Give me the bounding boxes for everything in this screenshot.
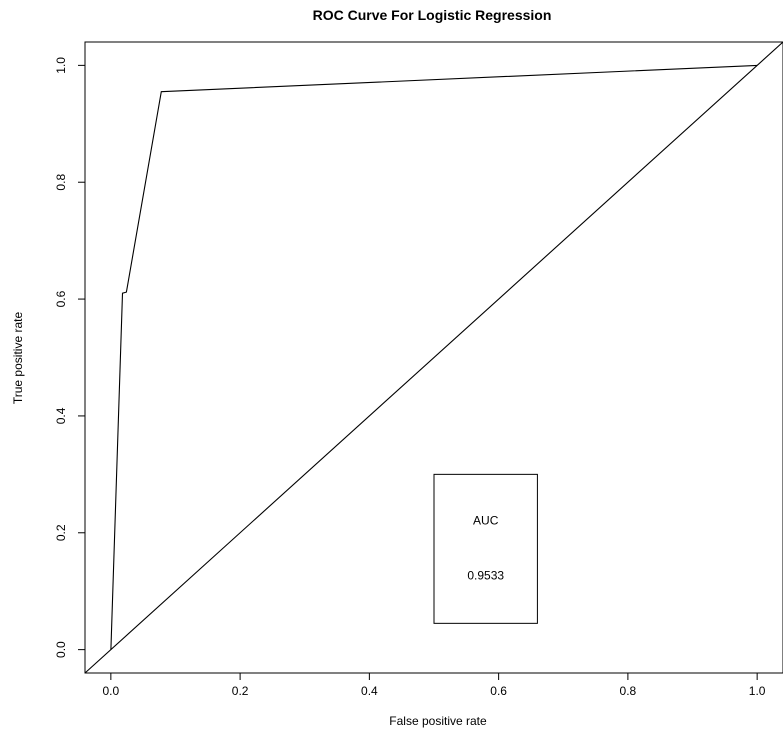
x-tick-label: 0.8: [620, 684, 637, 698]
y-tick-label: 1.0: [54, 57, 68, 74]
auc-value: 0.9533: [467, 568, 504, 582]
x-tick-label: 0.0: [103, 684, 120, 698]
x-axis-label: False positive rate: [389, 714, 487, 728]
y-tick-label: 0.4: [54, 407, 68, 424]
diagonal-reference-line: [84, 41, 783, 674]
y-tick-label: 0.2: [54, 524, 68, 541]
x-tick-label: 0.4: [361, 684, 378, 698]
x-axis: 0.0 0.2 0.4 0.6 0.8 1.0: [103, 672, 783, 698]
series-layer: [84, 41, 783, 674]
roc-curve-line: [110, 64, 758, 650]
y-tick-label: 0.6: [54, 290, 68, 307]
y-tick-label: 0.8: [54, 174, 68, 191]
y-axis-label: True positive rate: [11, 312, 25, 405]
auc-annotation: AUC 0.9533: [433, 473, 538, 624]
y-axis: 0.0 0.2 0.4 0.6 0.8 1.0: [54, 57, 86, 658]
y-tick-label: 0.0: [54, 641, 68, 658]
auc-box: [433, 473, 538, 624]
chart-title: ROC Curve For Logistic Regression: [313, 7, 552, 23]
x-tick-label: 0.2: [232, 684, 249, 698]
x-tick-label: 1.0: [749, 684, 766, 698]
x-tick-label: 0.6: [490, 684, 507, 698]
auc-label: AUC: [473, 513, 499, 527]
